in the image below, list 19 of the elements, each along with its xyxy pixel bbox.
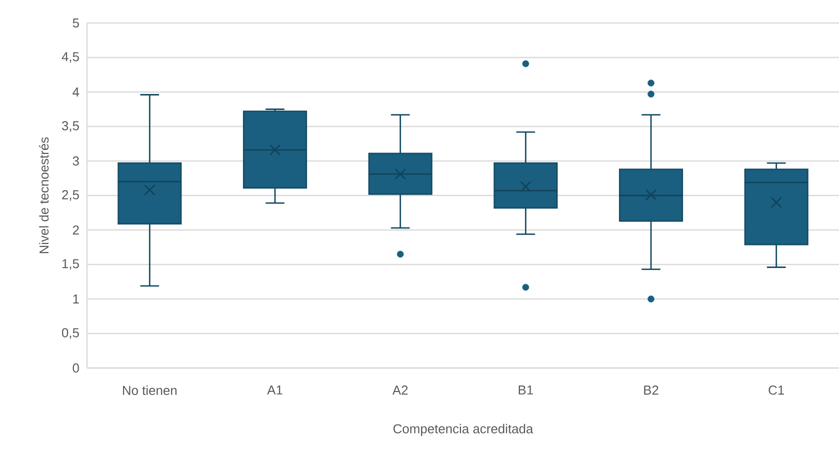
x-tick-label: B2	[644, 386, 658, 395]
y-tick-label: 5	[72, 18, 79, 28]
y-axis-title: Nivel de tecnoestrés	[38, 137, 49, 254]
y-tick-label: 4,5	[62, 52, 79, 63]
x-tick-label: C1	[768, 386, 784, 395]
y-tick-label: 0,5	[62, 328, 79, 339]
y-tick-label: 1,5	[62, 259, 79, 270]
y-tick-label: 3,5	[62, 121, 79, 132]
y-tick-label: 0	[72, 363, 79, 373]
x-tick-label: A1	[267, 386, 282, 394]
y-tick-label: 3	[72, 156, 79, 166]
y-tick-label: 4	[72, 88, 80, 96]
x-axis-title: Competencia acreditada	[393, 424, 534, 436]
y-tick-label: 2	[72, 225, 79, 235]
y-tick-label: 2,5	[62, 190, 79, 201]
y-tick-label: 1	[73, 294, 79, 304]
x-tick-label: B1	[518, 386, 533, 394]
x-tick-label: A2	[392, 386, 408, 395]
x-tick-label: No tienen	[123, 386, 177, 396]
